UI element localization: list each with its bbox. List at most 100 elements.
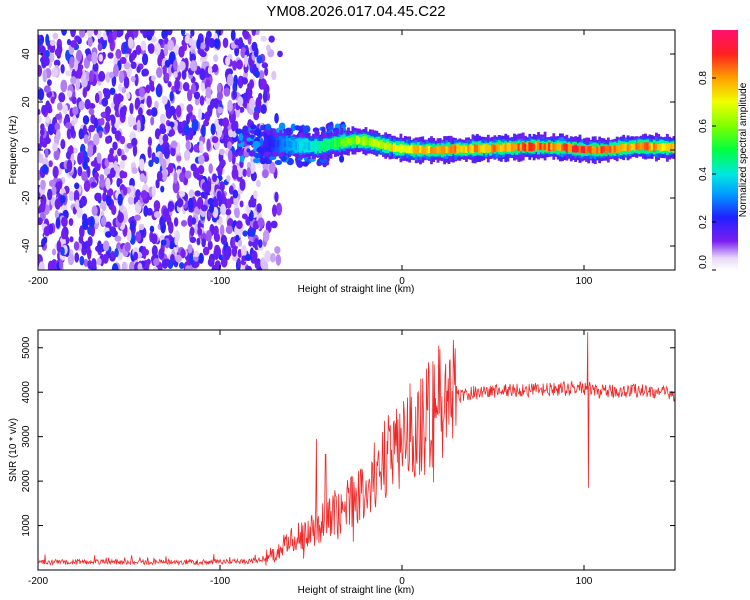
noise-speckle <box>130 61 137 69</box>
y-tick-label: 1000 <box>21 514 32 537</box>
noise-speckle <box>65 70 72 77</box>
noise-speckle <box>187 243 193 254</box>
transition-speckle <box>253 152 262 159</box>
noise-speckle <box>190 83 197 95</box>
noise-speckle <box>87 30 93 38</box>
noise-speckle <box>154 156 160 165</box>
noise-speckle <box>91 205 98 216</box>
noise-speckle <box>74 199 80 210</box>
noise-speckle <box>154 128 161 140</box>
signal-cell <box>288 140 291 148</box>
transition-speckle <box>260 157 266 165</box>
noise-speckle <box>268 35 275 43</box>
transition-speckle <box>259 137 264 146</box>
noise-speckle <box>83 134 89 144</box>
signal-cell <box>475 145 479 153</box>
signal-cell <box>419 145 422 153</box>
noise-speckle <box>146 109 153 116</box>
noise-speckle <box>157 55 163 67</box>
noise-speckle <box>137 262 143 270</box>
noise-speckle <box>94 192 102 202</box>
signal-cell <box>543 143 547 150</box>
noise-speckle <box>68 191 75 202</box>
colorbar-tick-label: 0.4 <box>698 167 709 181</box>
noise-speckle <box>207 197 214 206</box>
noise-speckle <box>161 95 168 105</box>
noise-speckle <box>179 61 186 71</box>
figure-title: YM08.2026.017.04.45.C22 <box>266 3 445 20</box>
colorbar-ticks: 0.0 0.2 0.4 0.6 0.8 <box>698 71 716 271</box>
noise-speckle <box>249 79 255 90</box>
transition-speckle <box>290 123 297 132</box>
noise-speckle <box>38 153 44 164</box>
noise-speckle <box>227 149 233 163</box>
noise-speckle <box>231 246 238 257</box>
signal-cell <box>427 146 431 154</box>
noise-speckle <box>193 255 199 262</box>
noise-speckle <box>223 87 231 97</box>
signal-cell <box>384 143 388 150</box>
noise-speckle <box>93 215 100 224</box>
signal-cell <box>375 138 379 148</box>
signal-cell <box>329 139 333 148</box>
noise-speckle <box>101 201 107 212</box>
noise-speckle <box>182 82 190 92</box>
noise-speckle <box>86 54 93 61</box>
noise-speckle <box>139 158 145 172</box>
noise-speckle <box>117 212 124 224</box>
y-tick-label: 5000 <box>21 336 32 359</box>
noise-speckle <box>236 59 243 70</box>
noise-speckle <box>107 153 114 163</box>
noise-speckle <box>220 203 227 216</box>
noise-speckle <box>47 123 55 136</box>
noise-speckle <box>260 104 267 115</box>
noise-speckle <box>112 141 118 151</box>
signal-cell <box>441 146 444 155</box>
signal-cell <box>502 143 505 152</box>
noise-speckle <box>216 124 223 138</box>
signal-cell <box>611 145 615 154</box>
noise-speckle <box>55 217 61 229</box>
y-tick-label: 4000 <box>21 381 32 404</box>
spectrogram-x-label: Height of straight line (km) <box>298 284 415 295</box>
noise-speckle <box>239 178 246 191</box>
signal-cell <box>508 143 512 152</box>
noise-speckle <box>198 252 204 264</box>
noise-speckle <box>240 46 247 59</box>
signal-cell <box>320 142 324 150</box>
signal-cell <box>342 138 346 147</box>
signal-cell <box>493 145 497 152</box>
transition-speckle <box>238 133 244 141</box>
noise-speckle <box>98 70 106 82</box>
noise-speckle <box>109 147 114 155</box>
signal-cell <box>388 143 392 152</box>
signal-cell <box>403 144 407 153</box>
noise-speckle <box>117 148 122 157</box>
signal-cell <box>561 144 564 151</box>
noise-speckle <box>90 181 97 188</box>
noise-speckle <box>230 30 236 41</box>
snr-frame <box>37 329 676 571</box>
noise-speckle <box>114 122 120 129</box>
noise-speckle <box>101 97 109 107</box>
noise-speckle <box>69 236 74 243</box>
noise-speckle <box>248 108 254 116</box>
noise-speckle <box>60 246 65 256</box>
signal-cell <box>264 138 267 147</box>
signal-cell <box>574 144 578 153</box>
noise-speckle <box>102 192 107 203</box>
signal-cell <box>506 142 510 152</box>
signal-cell <box>333 139 337 148</box>
noise-speckle <box>225 198 232 209</box>
signal-cell <box>641 142 645 151</box>
noise-speckle <box>194 190 202 197</box>
noise-speckle <box>262 90 268 103</box>
noise-speckle <box>262 229 270 243</box>
signal-cell <box>349 138 353 146</box>
noise-speckle <box>185 139 191 151</box>
noise-speckle <box>262 261 269 270</box>
noise-speckle <box>61 216 68 228</box>
signal-cell <box>272 139 276 148</box>
noise-speckle <box>196 237 201 246</box>
noise-speckle <box>248 97 256 110</box>
